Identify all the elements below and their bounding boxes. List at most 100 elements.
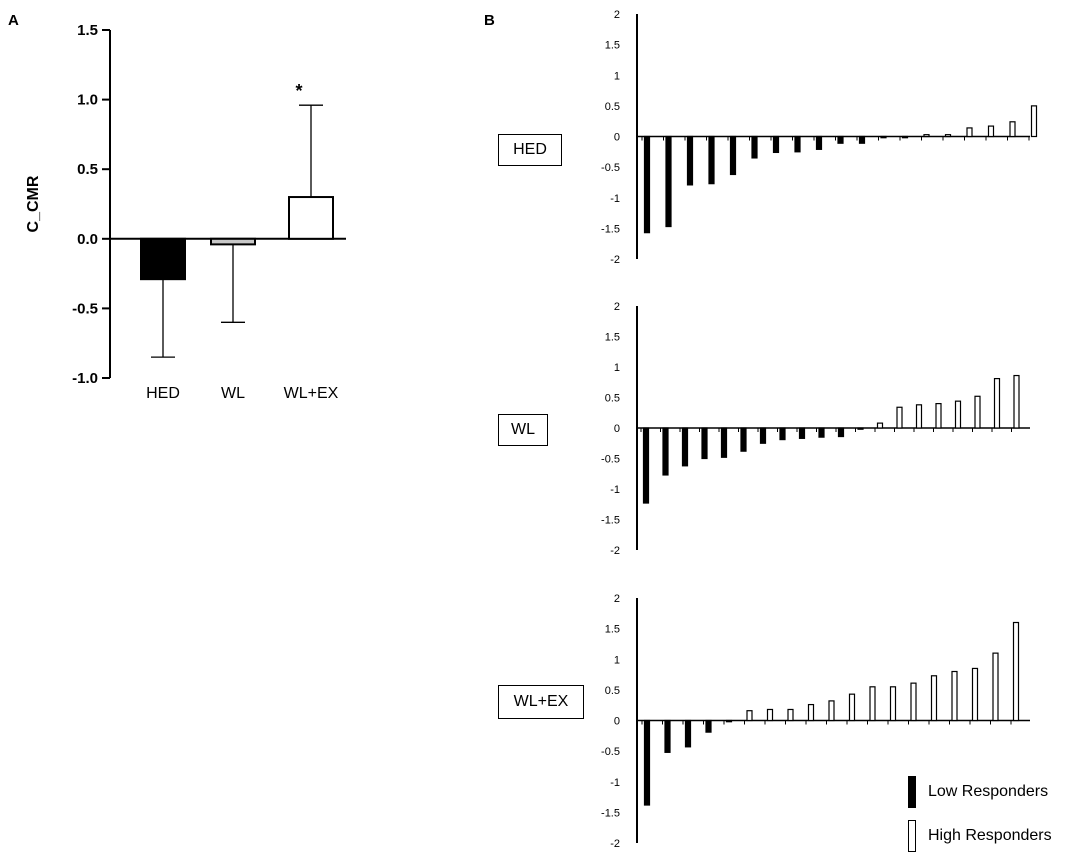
panel-b-bar-high xyxy=(910,682,917,722)
panel-b-y-tick-label: 0.5 xyxy=(605,685,620,697)
panel-b-y-tick-label: 0 xyxy=(614,716,620,728)
panel-b-bar-high xyxy=(971,667,979,722)
panel-a-category-label: WL+EX xyxy=(284,385,339,402)
panel-b-bar-high xyxy=(1009,121,1016,138)
legend-low-swatch xyxy=(908,776,916,808)
panel-b-bar-low xyxy=(729,135,737,176)
panel-b-bar-low xyxy=(643,719,651,806)
panel-b-bar-high xyxy=(966,127,973,138)
panel-a-y-axis-label: C_CMR xyxy=(25,175,42,232)
panel-b-bar-low xyxy=(642,427,650,504)
panel-b-bar-low xyxy=(662,427,669,476)
panel-b-bar-high xyxy=(766,708,774,722)
panel-b-y-tick-label: 0.5 xyxy=(605,393,620,405)
panel-a-y-tick-label: 1.5 xyxy=(77,22,98,39)
panel-b-bar-high xyxy=(787,708,794,722)
panel-b-bar-low xyxy=(720,427,728,458)
panel-a-label: A xyxy=(8,12,19,29)
panel-b-y-tick-label: -1.5 xyxy=(601,515,620,527)
panel-b-bar-low xyxy=(684,719,692,748)
panel-b-bar-high xyxy=(974,395,981,429)
panel-b-y-tick-label: -1.5 xyxy=(601,807,620,819)
panel-b-y-tick-label: -0.5 xyxy=(601,162,620,174)
panel-b-y-tick-label: 0.5 xyxy=(605,101,620,113)
panel-b-bar-high xyxy=(923,134,930,138)
panel-b-bar-high xyxy=(1013,374,1020,429)
panel-b-y-tick-label: 1 xyxy=(614,654,620,666)
panel-b-bar-high xyxy=(896,406,903,429)
panel-b-y-tick-label: -2 xyxy=(610,838,620,850)
panel-b-y-tick-label: -1.5 xyxy=(601,223,620,235)
panel-a-y-tick-label: 0.5 xyxy=(77,161,98,178)
panel-b-bar-low xyxy=(857,427,864,430)
panel-b-bar-low xyxy=(740,427,747,452)
panel-b-bar-low xyxy=(837,427,845,438)
panel-b-bar-high xyxy=(992,652,999,722)
panel-b-bar-high xyxy=(993,377,1001,429)
panel-b-bar-low xyxy=(880,135,887,139)
panel-b-bar-high xyxy=(930,675,938,722)
panel-a-category-label: WL xyxy=(221,385,245,402)
condition-label-wl: WL xyxy=(498,414,548,446)
panel-a-y-tick-label: -1.0 xyxy=(72,370,98,387)
panel-b-y-tick-label: -2 xyxy=(610,545,620,557)
panel-b-bar-low xyxy=(779,427,786,441)
panel-b-y-tick-label: 1 xyxy=(614,70,620,82)
panel-b-y-tick-label: -1 xyxy=(610,777,620,789)
panel-b-bar-low xyxy=(686,135,694,186)
legend-high-label: High Responders xyxy=(928,827,1052,844)
panel-b-bar-low xyxy=(818,427,825,438)
panel-a-bar xyxy=(140,237,186,281)
panel-b-bar-high xyxy=(848,693,856,722)
panel-b-bar-low xyxy=(705,719,712,733)
panel-b-bar-high xyxy=(954,400,962,429)
panel-b-y-tick-label: -2 xyxy=(610,254,620,266)
panel-b-bar-low xyxy=(701,427,708,460)
legend-low-label: Low Responders xyxy=(928,783,1049,800)
panel-b-y-tick-label: -0.5 xyxy=(601,746,620,758)
panel-b-bar-high xyxy=(746,710,753,722)
panel-b-y-tick-label: 1.5 xyxy=(605,624,620,636)
panel-b-y-tick-label: -1 xyxy=(610,193,620,205)
panel-b-bar-high xyxy=(951,670,958,722)
panel-a-bar xyxy=(210,237,256,246)
panel-b-bar-low xyxy=(665,135,672,228)
panel-b-bar-low xyxy=(794,135,801,153)
panel-b-bar-high xyxy=(889,686,897,722)
panel-b-bar-low xyxy=(708,135,715,185)
panel-b-bar-low xyxy=(643,135,651,234)
condition-label-wl-ex: WL+EX xyxy=(498,685,584,719)
panel-b-bar-high xyxy=(1012,621,1020,722)
panel-b-bar-low xyxy=(681,427,689,467)
condition-label-hed: HED xyxy=(498,134,562,166)
legend-high-swatch xyxy=(908,820,916,852)
panel-a-y-tick-label: -0.5 xyxy=(72,300,98,317)
panel-b-y-tick-label: 1.5 xyxy=(605,332,620,344)
panel-a-y-tick-label: 0.0 xyxy=(77,231,98,248)
panel-a-y-tick-label: 1.0 xyxy=(77,92,98,109)
panel-b-bar-low xyxy=(751,135,758,159)
panel-b-bar-low xyxy=(837,135,844,144)
panel-a-significance-marker: * xyxy=(295,81,302,101)
panel-b-y-tick-label: 2 xyxy=(614,593,620,605)
panel-b-y-tick-label: 1 xyxy=(614,362,620,374)
panel-b-bar-high xyxy=(1030,105,1038,138)
panel-b-bar-high xyxy=(987,125,995,138)
panel-b-bar-low xyxy=(664,719,671,753)
panel-b-bar-low xyxy=(858,135,866,144)
panel-b-bar-low xyxy=(759,427,767,444)
panel-a-category-label: HED xyxy=(146,385,180,402)
panel-b-bar-high xyxy=(807,703,815,722)
panel-b-y-tick-label: 0 xyxy=(614,132,620,144)
panel-b-bar-low xyxy=(901,135,909,139)
panel-b-y-tick-label: 0 xyxy=(614,423,620,435)
panel-b-bar-high xyxy=(935,403,942,429)
panel-b-y-tick-label: 2 xyxy=(614,9,620,21)
panel-b-y-tick-label: -0.5 xyxy=(601,454,620,466)
panel-b-y-tick-label: 1.5 xyxy=(605,40,620,52)
panel-b-label: B xyxy=(484,12,495,29)
panel-b-bar-high xyxy=(876,422,884,429)
panel-b-y-tick-label: -1 xyxy=(610,484,620,496)
panel-b-bar-low xyxy=(815,135,823,150)
